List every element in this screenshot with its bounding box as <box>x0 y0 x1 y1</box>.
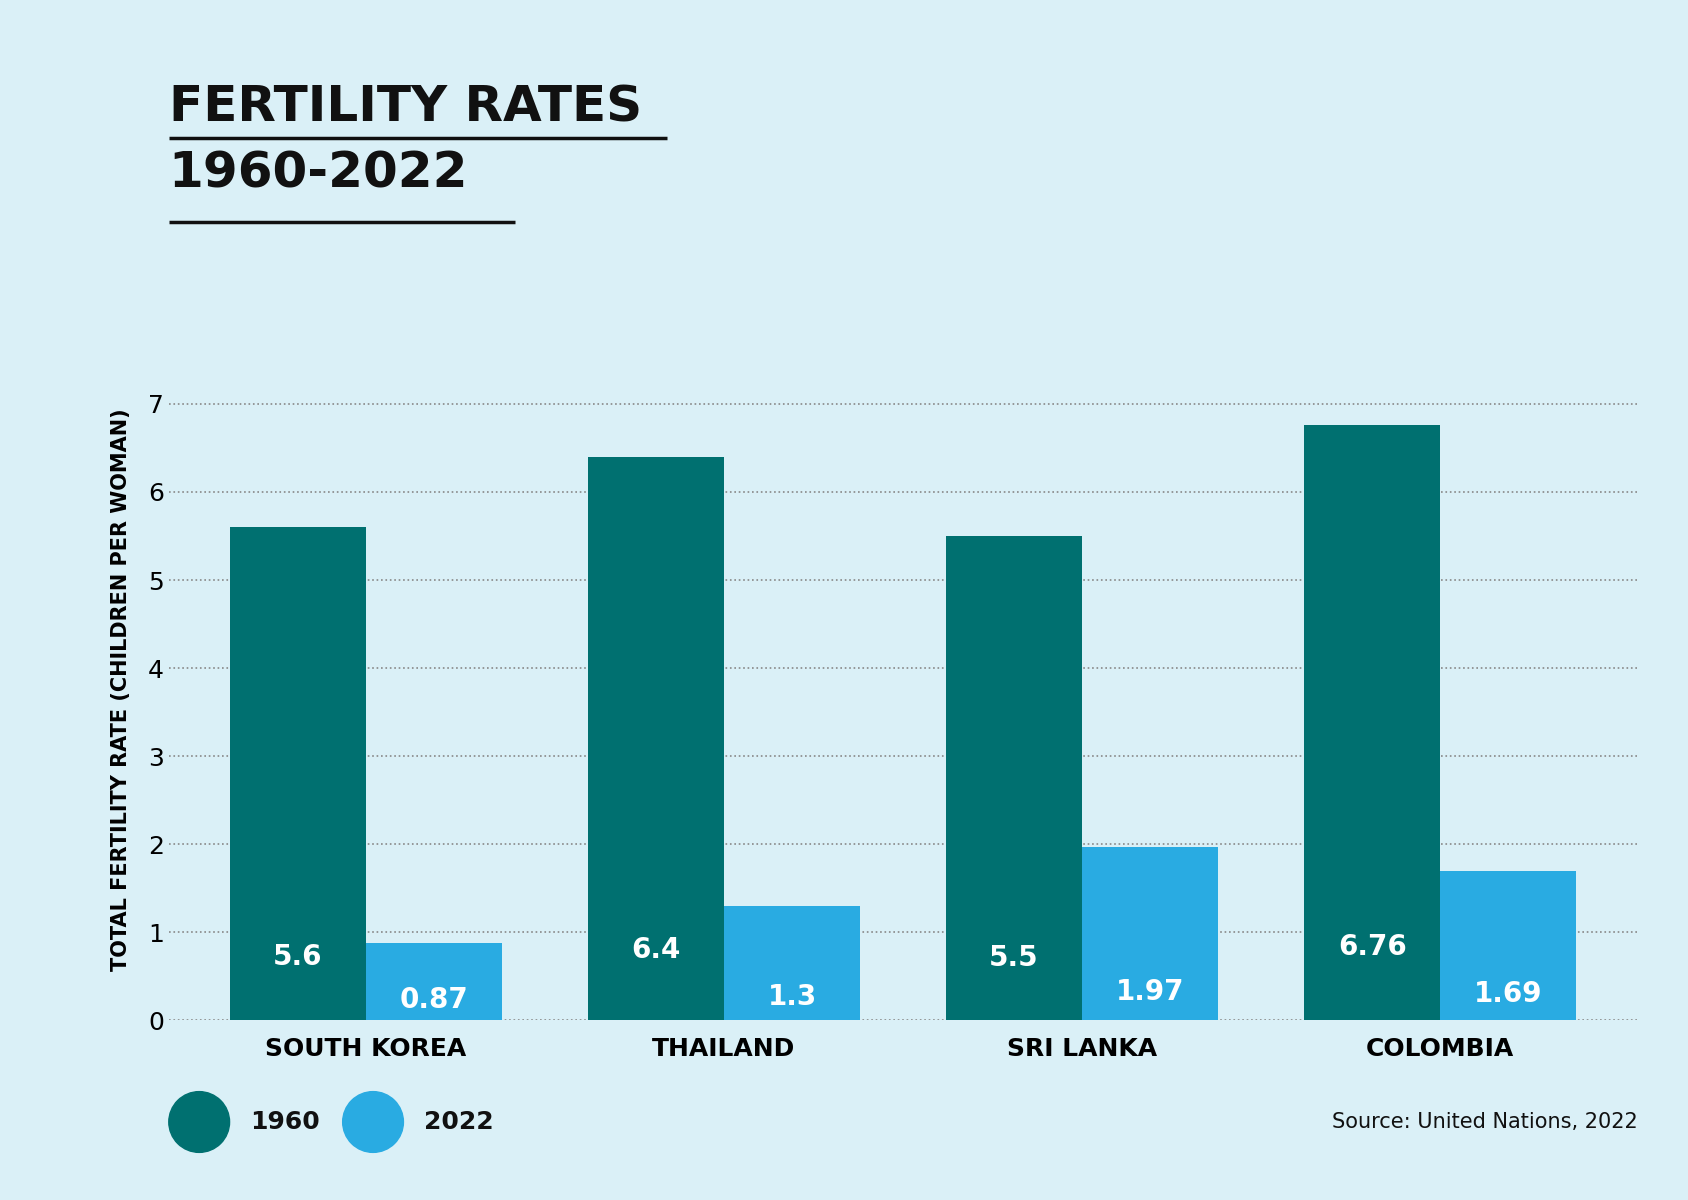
Text: 1960: 1960 <box>250 1110 319 1134</box>
Bar <box>1305 425 1440 1020</box>
Text: 1.69: 1.69 <box>1474 980 1543 1008</box>
Text: 6.76: 6.76 <box>1339 932 1406 960</box>
Text: FERTILITY RATES: FERTILITY RATES <box>169 84 641 132</box>
Text: 2022: 2022 <box>424 1110 493 1134</box>
Text: 5.6: 5.6 <box>273 943 322 971</box>
Text: 0.87: 0.87 <box>400 986 468 1014</box>
Text: 5.5: 5.5 <box>989 943 1038 972</box>
Text: 1.3: 1.3 <box>768 983 817 1010</box>
Bar <box>1440 871 1577 1020</box>
Bar <box>366 943 501 1020</box>
Bar <box>1082 847 1219 1020</box>
Text: 1.97: 1.97 <box>1116 978 1185 1006</box>
Text: Source: United Nations, 2022: Source: United Nations, 2022 <box>1332 1112 1637 1132</box>
Bar <box>724 906 861 1020</box>
Text: 1960-2022: 1960-2022 <box>169 150 468 198</box>
Bar <box>587 457 724 1020</box>
Text: 6.4: 6.4 <box>631 936 680 964</box>
Y-axis label: TOTAL FERTILITY RATE (CHILDREN PER WOMAN): TOTAL FERTILITY RATE (CHILDREN PER WOMAN… <box>111 409 132 971</box>
Bar <box>230 527 366 1020</box>
Bar <box>945 536 1082 1020</box>
